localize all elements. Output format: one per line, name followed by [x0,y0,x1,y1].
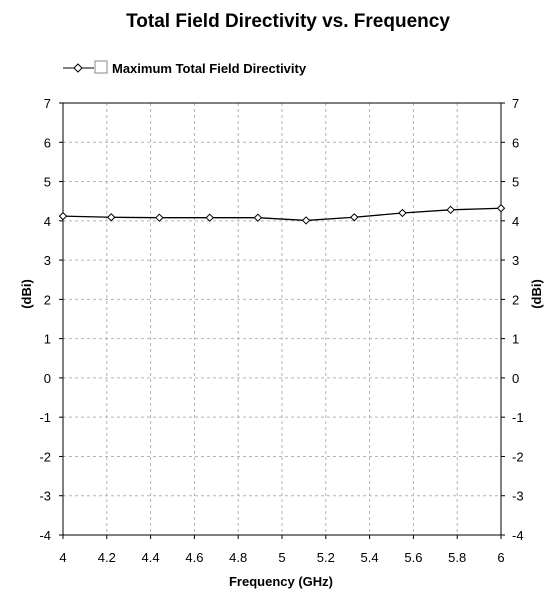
data-point [398,208,407,218]
x-tick-label: 5.8 [448,550,466,565]
y-tick-label-right: -4 [512,528,524,543]
legend-marker [73,63,83,73]
y-axis-label-left: (dBi) [19,279,34,309]
y-tick-label-left: 7 [44,96,51,111]
y-tick-label-right: 2 [512,292,519,307]
y-tick-label-right: 0 [512,371,519,386]
data-point [496,204,506,213]
y-tick-label-right: -1 [512,410,524,425]
y-tick-label-left: 1 [44,332,51,347]
y-tick-label-right: -2 [512,449,524,464]
y-tick-label-right: 1 [512,332,519,347]
grid [63,103,501,535]
y-tick-label-left: 6 [44,135,51,150]
x-tick-label: 4 [59,550,66,565]
y-tick-label-left: -3 [39,489,51,504]
y-tick-label-left: -1 [39,410,51,425]
y-tick-label-right: 4 [512,214,519,229]
data-point [253,213,263,222]
y-tick-label-right: -3 [512,489,524,504]
data-point [446,205,455,215]
data-point [106,213,116,222]
legend: Maximum Total Field Directivity [63,60,307,76]
legend-label: Maximum Total Field Directivity [112,61,307,76]
y-tick-label-left: 2 [44,292,51,307]
y-tick-label-left: 5 [44,175,51,190]
series-line [62,207,502,222]
y-tick-label-left: -4 [39,528,51,543]
y-tick-labels-right: -4 -3 -2 -1 0 1 2 3 4 5 6 7 [501,96,524,543]
x-tick-label: 6 [497,550,504,565]
x-tick-label: 4.6 [185,550,203,565]
y-tick-label-right: 6 [512,135,519,150]
y-tick-label-left: 4 [44,214,51,229]
x-tick-label: 5.4 [361,550,379,565]
x-tick-label: 5 [278,550,285,565]
x-tick-label: 4.2 [98,550,116,565]
data-point [350,213,359,222]
data-point [301,216,311,225]
legend-checkbox[interactable] [94,60,108,74]
x-tick-label: 4.8 [229,550,247,565]
data-point [58,211,68,221]
x-axis-label: Frequency (GHz) [229,574,333,589]
y-tick-label-right: 5 [512,175,519,190]
y-axis-label-right: (dBi) [529,279,544,309]
y-tick-label-right: 7 [512,96,519,111]
x-tick-label: 5.2 [317,550,335,565]
y-tick-label-right: 3 [512,253,519,268]
y-tick-label-left: 3 [44,253,51,268]
series-maximum-total-field-directivity [58,204,506,225]
data-point [155,213,164,222]
data-point [205,213,214,222]
y-tick-label-left: -2 [39,449,51,464]
x-tick-label: 5.6 [404,550,422,565]
chart-title: Total Field Directivity vs. Frequency [126,11,450,32]
x-tick-labels: 4 4.2 4.4 4.6 4.8 5 5.2 5.4 5.6 5.8 6 [59,535,505,565]
y-tick-label-left: 0 [44,371,51,386]
y-tick-labels-left: -4 -3 -2 -1 0 1 2 3 4 5 6 7 [39,96,63,543]
x-tick-label: 4.4 [142,550,160,565]
